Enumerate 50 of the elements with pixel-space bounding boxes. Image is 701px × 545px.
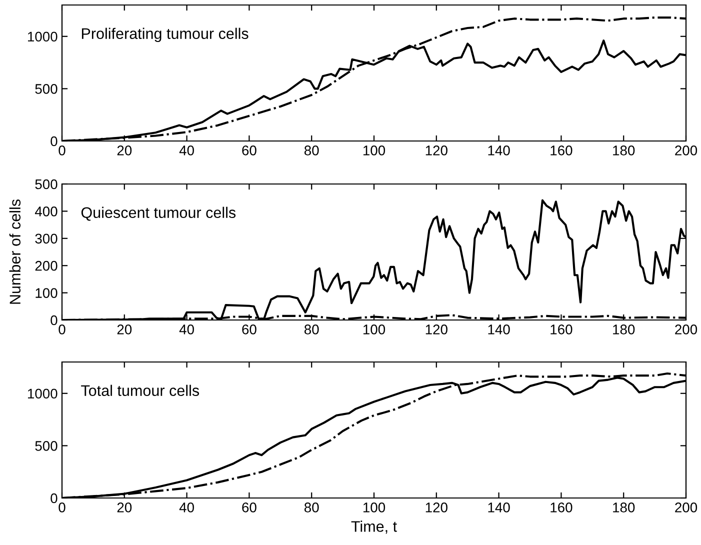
y-tick-label: 0 — [50, 136, 58, 146]
x-tick-label: 40 — [179, 324, 194, 334]
x-tick-label: 140 — [488, 146, 510, 156]
x-tick-label: 120 — [426, 324, 448, 334]
x-tick-label: 160 — [550, 146, 572, 156]
x-tick-label: 20 — [117, 324, 132, 334]
x-tick-label: 180 — [613, 502, 635, 512]
x-tick-label: 80 — [304, 502, 319, 512]
y-tick-label: 400 — [34, 206, 58, 216]
y-tick-label: 500 — [35, 179, 58, 190]
x-tick-label: 0 — [58, 146, 66, 156]
y-axis-title: Number of cells — [9, 199, 21, 304]
x-tick-label: 0 — [58, 324, 66, 334]
x-tick-label: 140 — [488, 324, 510, 334]
x-tick-label: 160 — [550, 502, 572, 512]
x-tick-label: 60 — [242, 324, 256, 334]
x-tick-label: 100 — [363, 146, 386, 156]
x-axis-title: Time, t — [351, 520, 397, 534]
x-tick-label: 180 — [613, 146, 635, 156]
x-tick-label: 120 — [426, 146, 448, 156]
y-tick-label: 1000 — [28, 32, 58, 42]
y-tick-label: 1000 — [28, 388, 58, 399]
x-tick-label: 40 — [179, 502, 194, 512]
x-tick-label: 60 — [242, 146, 256, 156]
y-tick-label: 0 — [50, 315, 58, 326]
x-tick-label: 140 — [488, 502, 510, 512]
y-tick-label: 100 — [36, 288, 58, 298]
x-tick-label: 0 — [58, 502, 66, 512]
y-tick-label: 500 — [35, 84, 58, 94]
x-tick-label: 180 — [613, 324, 635, 334]
y-tick-label: 200 — [35, 260, 58, 271]
y-tick-label: 300 — [35, 234, 58, 244]
text: Total tumour cells — [81, 384, 200, 396]
x-tick-label: 120 — [426, 502, 448, 512]
text: Proliferating tumour cells — [82, 28, 248, 42]
x-tick-label: 80 — [304, 324, 319, 334]
x-tick-label: 100 — [363, 324, 386, 334]
x-tick-label: 200 — [675, 146, 698, 156]
text: Quiescent tumour cells — [81, 206, 236, 221]
x-tick-label: 20 — [117, 146, 132, 156]
x-tick-label: 80 — [304, 146, 319, 156]
y-tick-label: 500 — [35, 441, 58, 451]
x-tick-label: 20 — [117, 502, 132, 512]
x-tick-label: 200 — [675, 502, 698, 512]
x-tick-label: 160 — [550, 324, 572, 334]
x-tick-label: 200 — [675, 324, 698, 334]
y-tick-label: 0 — [50, 493, 58, 504]
x-tick-label: 60 — [242, 502, 256, 512]
x-tick-label: 40 — [179, 146, 194, 156]
x-tick-label: 100 — [363, 502, 386, 512]
